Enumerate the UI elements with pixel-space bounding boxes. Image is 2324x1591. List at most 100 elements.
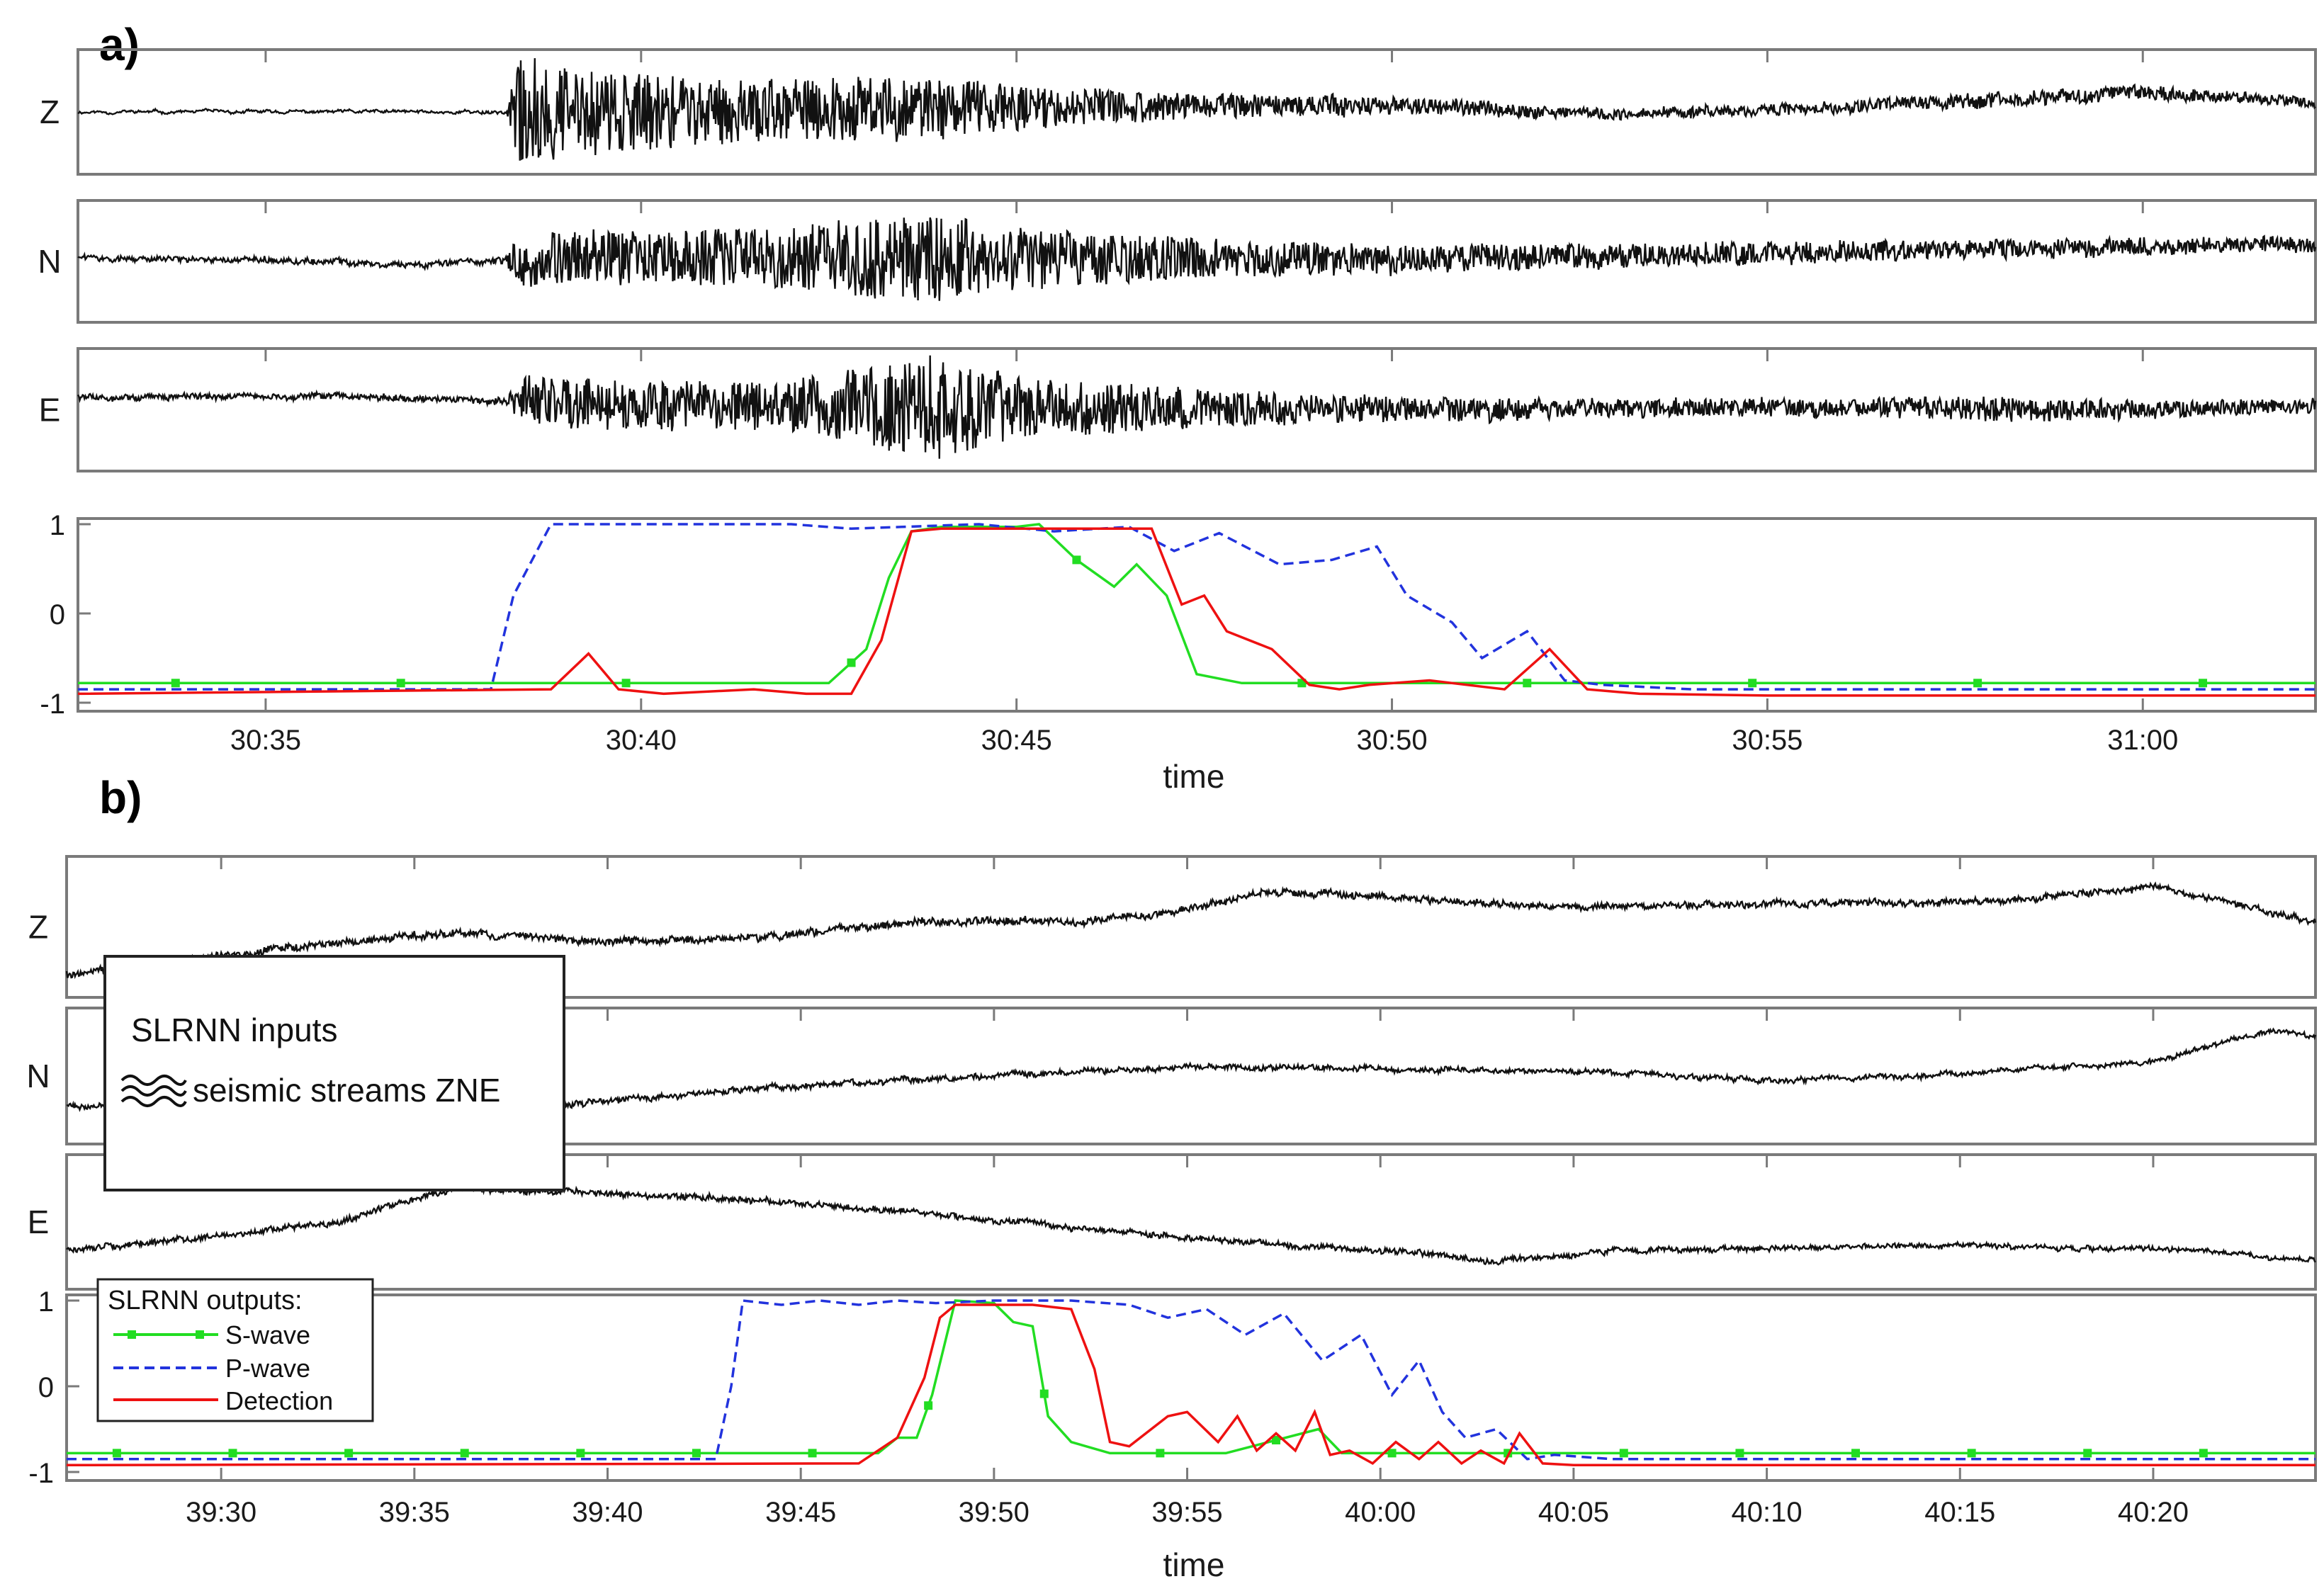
panel-a-series-s-wave-marker	[847, 658, 856, 667]
legend-detection-label: Detection	[225, 1386, 333, 1415]
panel-b-series-p-wave	[67, 1299, 2315, 1461]
panel-b-series-s-wave	[67, 1299, 2315, 1455]
panel-b-series-s-wave-marker	[112, 1449, 121, 1458]
panel-b-series-s-wave-marker	[1851, 1449, 1861, 1458]
panel-a-x-tick-label: 30:40	[606, 725, 677, 756]
panel-a-x-tick-label: 30:55	[1732, 725, 1803, 756]
panel-a-series-s-wave-marker	[1072, 555, 1081, 565]
panel-b-series-s-wave-marker	[1271, 1436, 1280, 1445]
panel-b-x-tick-label: 40:20	[2118, 1497, 2189, 1528]
panel-a-x-tick-label: 30:35	[230, 725, 301, 756]
panel-b-waveforms: Z N E	[26, 855, 2317, 1291]
panel-b-series-s-wave-marker	[1619, 1449, 1628, 1458]
legend-swave-marker	[128, 1330, 136, 1339]
outputs-legend: SLRNN outputs: S-wave P-wave Detection	[96, 1278, 374, 1422]
panel-a-series-s-wave-marker	[171, 679, 180, 688]
panel-b-x-tick-label: 40:10	[1732, 1497, 1803, 1528]
panel-b-series-s-wave-marker	[2083, 1449, 2092, 1458]
panel-a-series-s-wave-marker	[621, 679, 631, 688]
panel-b-x-tick-label: 39:40	[572, 1497, 643, 1528]
panel-b-x-tick-label: 39:45	[765, 1497, 836, 1528]
panel-a-channel-label: Z	[40, 94, 60, 130]
panel-b-channel-label: N	[26, 1058, 50, 1094]
outputs-legend-title: SLRNN outputs:	[108, 1286, 303, 1315]
panel-b-series-s-wave-marker	[576, 1449, 585, 1458]
panel-b-series-s-wave-marker	[1735, 1449, 1744, 1458]
panel-a-x-tick-label: 31:00	[2107, 725, 2178, 756]
panel-a-output-frame	[77, 517, 2317, 713]
panel-b-series-detection	[66, 1303, 2315, 1467]
panel-b-trace-frame-n	[65, 1007, 2317, 1145]
panel-a-y-tick-label: -1	[40, 689, 65, 720]
panel-b-output-plot: 1 0 -1 39:30 39:35 39:40 39:45 39:50 39:55 40:00 4…	[28, 1286, 2317, 1528]
panel-b-series-s-wave-marker	[924, 1401, 933, 1410]
panel-b-trace-frame-z	[65, 855, 2317, 999]
panel-b-x-tick-label: 39:30	[186, 1497, 256, 1528]
panel-a-waveforms: Z N E	[38, 48, 2317, 472]
panel-b-series-s-wave-marker	[460, 1449, 469, 1458]
panel-a-x-tick-label: 30:50	[1356, 725, 1427, 756]
panel-a-series-s-wave-marker	[1523, 679, 1532, 688]
panel-b-y-tick-label: -1	[28, 1458, 54, 1489]
panel-a-series-s-wave-marker	[2199, 679, 2208, 688]
waveform-icon	[120, 1075, 187, 1107]
outputs-legend-box	[96, 1278, 374, 1422]
panel-b-series-s-wave-marker	[344, 1449, 354, 1458]
panel-a-waveform-e	[77, 355, 2317, 459]
panel-b-trace-frame-e	[65, 1153, 2317, 1291]
panel-a-trace-frame-e	[77, 347, 2317, 472]
panel-b-x-tick-label: 39:55	[1151, 1497, 1222, 1528]
panel-a-y-tick-label: 0	[50, 599, 65, 630]
panel-a-trace-frame-n	[77, 199, 2317, 324]
panel-b-waveform-e	[66, 1183, 2316, 1266]
panel-a-channel-label: E	[39, 392, 61, 429]
inputs-legend-title: SLRNN inputs	[131, 1012, 337, 1048]
legend-pwave-label: P-wave	[225, 1354, 310, 1383]
panel-b-y-tick-label: 0	[38, 1372, 54, 1403]
panel-a-channel-label: N	[38, 243, 61, 280]
panel-b-xlabel: time	[1163, 1546, 1225, 1583]
panel-b-output-frame	[65, 1293, 2317, 1482]
inputs-legend-box	[103, 955, 565, 1191]
panel-a-y-tick-label: 1	[50, 510, 65, 541]
panel-a-series-s-wave-marker	[1748, 679, 1757, 688]
legend-swave-label: S-wave	[225, 1320, 310, 1349]
panel-b-y-tick-label: 1	[38, 1286, 54, 1318]
panel-b-x-tick-label: 40:05	[1538, 1497, 1609, 1528]
panel-b-series-s-wave-marker	[1387, 1449, 1397, 1458]
inputs-legend: SLRNN inputs seismic streams ZNE	[103, 955, 565, 1191]
panel-a-xlabel: time	[1163, 758, 1225, 795]
panel-a-series-s-wave	[78, 523, 2315, 685]
panel-a-series-s-wave-marker	[396, 679, 405, 688]
panel-a-series-p-wave	[78, 523, 2315, 691]
panel-b-series-s-wave-marker	[228, 1449, 237, 1458]
panel-b-series-s-wave-marker	[1504, 1449, 1513, 1458]
inputs-legend-entry: seismic streams ZNE	[193, 1072, 500, 1109]
panel-b-channel-label: Z	[28, 909, 48, 946]
panel-a-trace-frame-z	[77, 48, 2317, 176]
legend-swave-marker	[196, 1330, 204, 1339]
panel-b-series-s-wave-marker	[2199, 1449, 2208, 1458]
panel-a-waveform-n	[77, 217, 2317, 301]
panel-a: a) Z N E 1 0 -1 30:35 30:40 30:45 30:50 30:55 31:0…	[38, 19, 2317, 795]
panel-b-x-tick-label: 40:00	[1345, 1497, 1416, 1528]
panel-a-series-s-wave-marker	[1973, 679, 1982, 688]
panel-a-label: a)	[99, 19, 140, 70]
panel-b: b) Z N E 1 0 -1 39:30 39:35 39:40 39:45 39:50 39:5…	[26, 772, 2317, 1583]
panel-b-label: b)	[99, 772, 142, 823]
panel-b-series-s-wave-marker	[1967, 1449, 1976, 1458]
panel-a-x-tick-label: 30:45	[981, 725, 1052, 756]
panel-b-series-s-wave-marker	[808, 1449, 817, 1458]
panel-b-series-s-wave-marker	[1039, 1389, 1049, 1398]
panel-b-series-s-wave-marker	[692, 1449, 701, 1458]
panel-b-x-tick-label: 40:15	[1924, 1497, 1995, 1528]
panel-b-x-tick-label: 39:50	[959, 1497, 1030, 1528]
panel-b-waveform-z	[65, 881, 2317, 980]
panel-b-series-s-wave-marker	[1156, 1449, 1165, 1458]
panel-a-series-detection	[77, 527, 2315, 697]
panel-b-x-tick-label: 39:35	[379, 1497, 450, 1528]
panel-b-channel-label: E	[28, 1204, 50, 1240]
panel-a-output-plot: 1 0 -1 30:35 30:40 30:45 30:50 30:55 31:00	[40, 510, 2317, 756]
panel-a-waveform-z	[77, 58, 2316, 161]
